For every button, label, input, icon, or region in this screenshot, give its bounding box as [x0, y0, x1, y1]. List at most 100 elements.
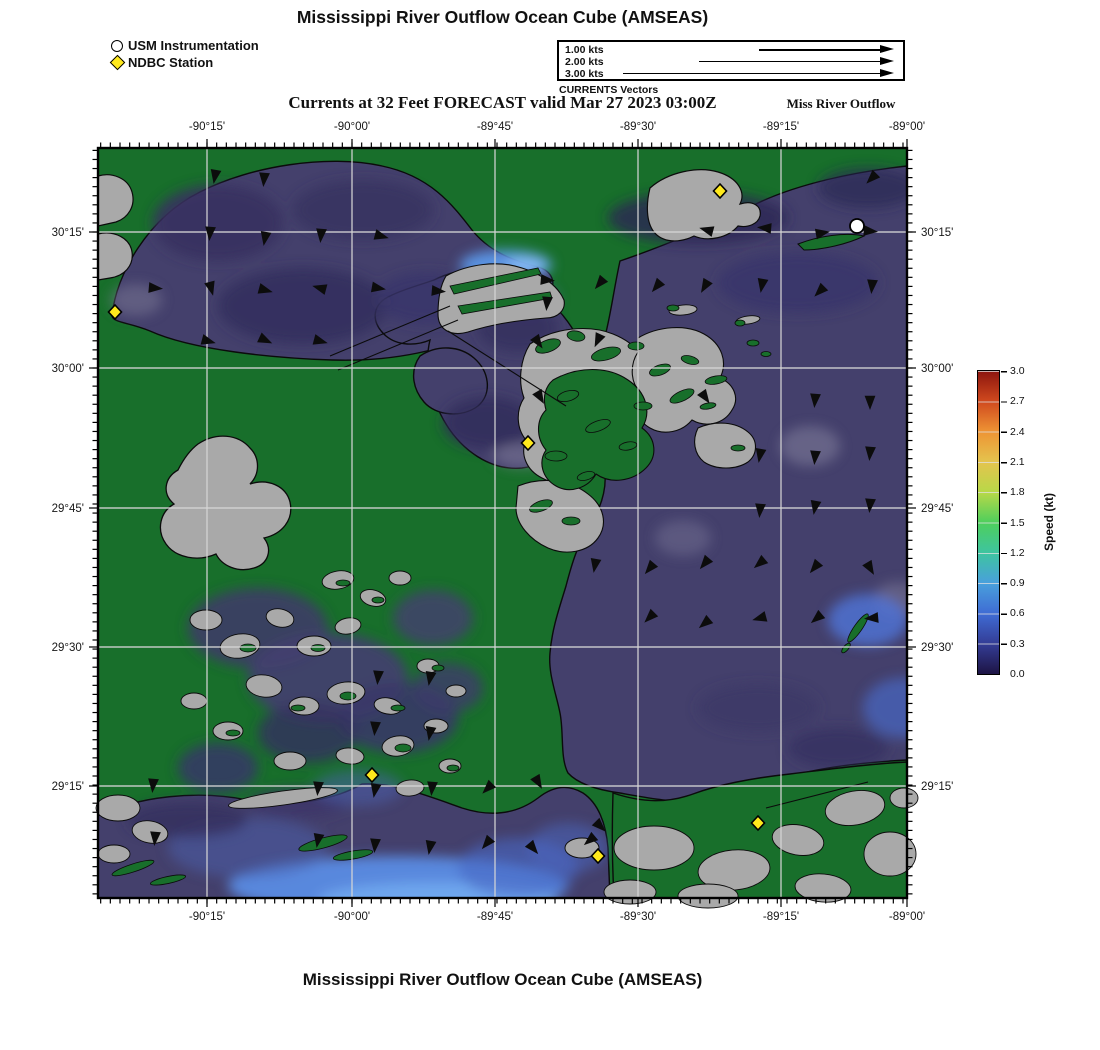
current-vector-arrow [431, 285, 446, 296]
vector-scale-box: 1.00 kts 2.00 kts 3.00 kts [557, 40, 905, 81]
latitude-label: 29°30' [52, 642, 84, 654]
vector-scale-label: 3.00 kts [565, 67, 604, 80]
current-vector-arrow [370, 838, 381, 853]
gray-marsh-patch [180, 692, 208, 710]
water-shade-blob [293, 180, 433, 240]
current-vector-arrow [814, 228, 830, 240]
current-vector-arrow [532, 388, 544, 404]
arrow-head-icon [880, 56, 894, 65]
current-vector-arrow [316, 228, 327, 243]
green-islet [149, 874, 187, 886]
longitude-label: -90°00' [334, 121, 370, 133]
map-frame [96, 146, 909, 900]
current-vectors [148, 168, 881, 855]
gray-marsh-patch [889, 787, 919, 809]
water-shade-blob [258, 703, 358, 763]
water-shade-blob [313, 770, 403, 806]
longitude-label: -89°45' [477, 121, 513, 133]
longitude-label: -89°00' [889, 121, 925, 133]
green-islet [666, 304, 680, 312]
green-islet [310, 644, 326, 652]
rigolets-marsh-gray [437, 263, 565, 334]
water-shade-blob [393, 590, 473, 646]
current-vector-arrow [644, 608, 659, 623]
latitude-label: 30°15' [921, 227, 953, 239]
axis-labels: -90°15' -90°15' -90°00' -90°00' -89°45' -89°4… [52, 121, 954, 923]
current-vector-arrow [425, 839, 437, 855]
colorbar-tick-label: 0.3 [1010, 637, 1025, 650]
ndbc-station-marker [750, 814, 766, 832]
current-vector-arrow [757, 277, 769, 293]
current-vector-arrow [524, 839, 539, 855]
current-vector-arrow [530, 333, 543, 349]
station-markers [107, 182, 865, 865]
colorbar-ticks [1001, 371, 1007, 674]
current-vector-arrow [862, 559, 874, 575]
current-vector-arrow [864, 395, 876, 410]
green-islet [371, 596, 385, 604]
latitude-label: 30°00' [921, 363, 953, 375]
water-shade-blob [718, 253, 878, 313]
green-islet [704, 375, 728, 385]
current-vector-arrow [260, 230, 272, 246]
current-vector-arrow [370, 281, 386, 293]
current-vector-arrow [200, 334, 216, 345]
usm-instrumentation-marker [849, 218, 865, 234]
green-islet [591, 346, 621, 362]
west-shore-gray-patch [97, 174, 134, 227]
current-vector-arrow [370, 721, 381, 736]
longitude-label: -89°00' [889, 911, 925, 923]
latitude-label: 29°45' [921, 503, 953, 515]
gray-marsh-patch [97, 844, 131, 864]
gray-marsh-patch [603, 879, 657, 905]
current-vector-arrow [809, 558, 824, 574]
currents-map: -90°15' -90°15' -90°00' -90°00' -89°45' -89°4… [52, 121, 954, 923]
legend-label: NDBC Station [128, 55, 214, 70]
green-islet [618, 441, 638, 451]
green-islet [431, 664, 445, 672]
current-vector-arrow [755, 447, 767, 463]
gray-marsh-patch [273, 751, 307, 771]
vector-scale-label: 1.00 kts [565, 44, 604, 56]
gray-marsh-patch [564, 837, 600, 859]
latitude-label: 29°45' [52, 503, 84, 515]
current-vector-arrow [482, 779, 497, 794]
water-shade-blob [153, 185, 283, 261]
current-vector-arrow [701, 277, 713, 293]
current-vector-arrow [205, 226, 216, 241]
latitude-label: 30°15' [52, 227, 84, 239]
legend-label: USM Instrumentation [128, 38, 259, 53]
colorbar-tick-label: 1.2 [1010, 546, 1025, 559]
latitude-label: 29°15' [921, 781, 953, 793]
latitude-label: 29°30' [921, 642, 953, 654]
current-vector-arrow [810, 393, 821, 408]
current-vector-arrow [313, 832, 325, 848]
gray-marsh-patch [95, 794, 141, 822]
inland-gray-lake [159, 435, 292, 571]
vector-scale-row: 3.00 kts [559, 68, 903, 80]
green-islet [335, 579, 351, 587]
green-islet [290, 704, 306, 712]
current-vector-arrow [583, 831, 599, 846]
vector-scale-line [699, 60, 881, 63]
current-vector-arrow [810, 609, 826, 624]
water-shade-blob [218, 268, 388, 344]
green-islet [633, 401, 653, 411]
colorbar-tick-label: 1.5 [1010, 516, 1025, 529]
biloxi-marsh-gray [694, 422, 757, 469]
current-vector-arrow [865, 498, 876, 513]
gray-marsh-patch [228, 787, 338, 809]
water-shade-blob [443, 397, 533, 449]
water-shade-blob [178, 743, 258, 793]
ndbc-station-marker [364, 766, 380, 784]
vector-scale-line [759, 49, 881, 51]
water-shade-blob [655, 520, 711, 556]
green-islet [669, 388, 695, 404]
usm-circle-icon [110, 39, 124, 52]
speed-colorbar [977, 370, 1000, 675]
vector-scale-row: 1.00 kts [559, 44, 903, 56]
current-vector-arrow [150, 831, 161, 846]
green-islet [390, 704, 406, 712]
green-islet [225, 729, 241, 737]
